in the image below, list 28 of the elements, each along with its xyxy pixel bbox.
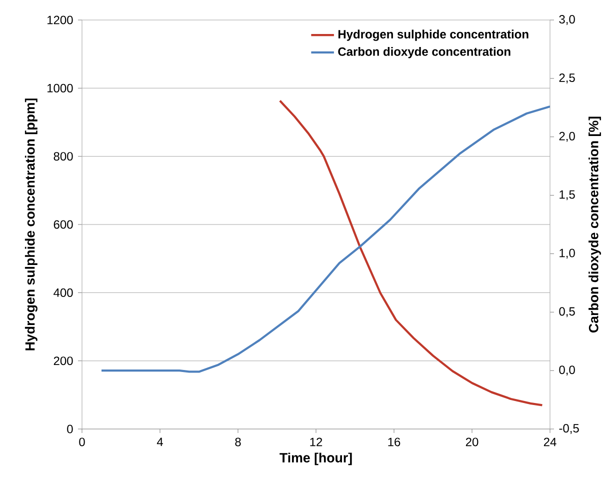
y2-tick-label: 0,5	[559, 307, 575, 318]
legend-label: Hydrogen sulphide concentration	[338, 30, 528, 41]
y2-tick-label: -0,5	[559, 424, 579, 434]
y-tick-label: 400	[54, 288, 73, 297]
x-tick-label: 4	[156, 438, 163, 446]
y-tick-label: 1000	[48, 84, 73, 92]
y-tick-label: 0	[67, 424, 73, 434]
x-tick-label: 20	[466, 438, 478, 446]
y-tick-label: 600	[54, 220, 73, 229]
y2-tick-label: 2,5	[559, 73, 575, 84]
line-series	[278, 100, 544, 406]
y2-tick-label: 2,0	[559, 132, 575, 142]
x-axis-title: Time [hour]	[280, 452, 352, 466]
x-tick-label: 12	[310, 438, 322, 446]
y-tick-label: 800	[54, 152, 73, 161]
x-tick-label: 8	[235, 438, 241, 446]
y2-tick-label: 1,0	[560, 248, 575, 259]
y-tick-label: 1200	[48, 16, 73, 24]
legend-label: Carbon dioxyde concentration	[338, 47, 510, 58]
y-axis-title: Hydrogen sulphide concentration [ppm]	[24, 98, 38, 350]
y2-axis-title: Carbon dioxyde concentration [%]	[588, 116, 601, 332]
x-tick-label: 16	[388, 438, 400, 446]
y2-tick-label: 1,5	[560, 190, 575, 200]
y-tick-label: 200	[54, 356, 73, 366]
x-tick-label: 24	[544, 438, 556, 446]
y2-tick-label: 3,0	[559, 15, 575, 25]
x-tick-label: 0	[79, 438, 85, 446]
y2-tick-label: 0,0	[559, 366, 575, 376]
